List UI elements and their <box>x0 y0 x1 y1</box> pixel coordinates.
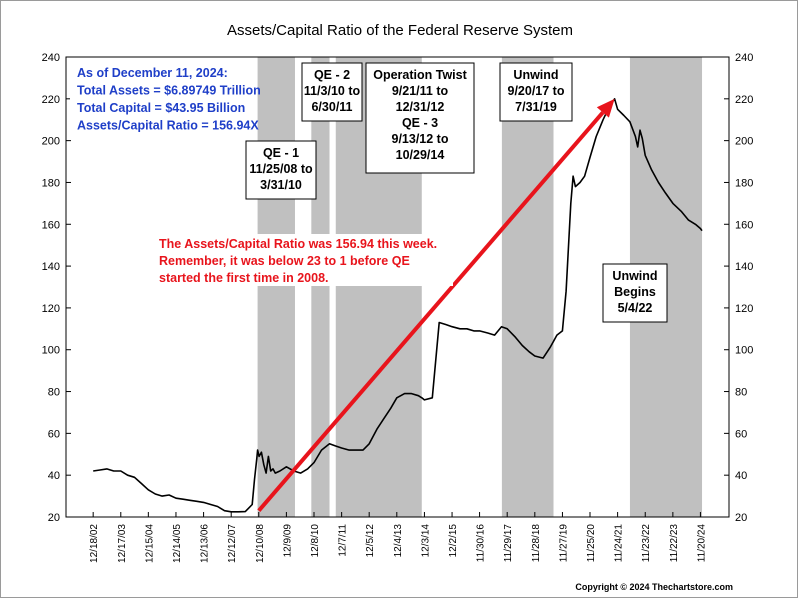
y-tick-label-left: 100 <box>42 345 60 357</box>
twist-note-line: Operation Twist <box>373 68 467 82</box>
info-line: Assets/Capital Ratio = 156.94X <box>77 119 259 133</box>
twist-note-line: 9/21/11 to <box>392 84 449 98</box>
y-tick-label-right: 120 <box>735 303 753 315</box>
y-tick-label-left: 240 <box>42 52 60 64</box>
x-tick-label: 12/10/08 <box>255 524 266 563</box>
copyright-notice: Copyright © 2024 Thechartstore.com <box>575 582 733 592</box>
info-line: As of December 11, 2024: <box>77 66 228 80</box>
info-line: Total Capital = $43.95 Billion <box>77 101 245 115</box>
trend-arrow <box>257 98 615 513</box>
unwind-note-box <box>499 62 573 122</box>
twist-note-box <box>365 62 475 174</box>
x-tick-label: 12/8/10 <box>310 524 321 558</box>
unwind-begins-note-box <box>602 263 668 323</box>
x-tick-label: 12/14/05 <box>172 524 183 563</box>
x-tick-label: 11/29/17 <box>503 524 514 563</box>
x-tick-label: 11/27/19 <box>558 524 569 563</box>
y-tick-label-left: 160 <box>42 219 60 231</box>
unwind-begins-note-line: Begins <box>614 285 656 299</box>
unwind-note-line: Unwind <box>513 68 558 82</box>
x-tick-label: 12/7/11 <box>338 524 349 557</box>
qe2-note-line: QE - 2 <box>314 68 350 82</box>
x-tick-label: 11/23/22 <box>641 524 652 563</box>
plot-area <box>65 56 730 518</box>
x-tick-label: 11/30/16 <box>476 524 487 563</box>
y-tick-label-right: 200 <box>735 136 753 148</box>
qe1-note-line: 11/25/08 to <box>249 162 313 176</box>
y-tick-label-right: 40 <box>735 470 747 482</box>
x-tick-label: 12/18/02 <box>89 524 100 563</box>
y-tick-label-left: 40 <box>48 470 60 482</box>
twist-note-line: 9/13/12 to <box>392 132 449 146</box>
qe1-note-line: QE - 1 <box>263 146 299 160</box>
y-tick-label-right: 180 <box>735 177 753 189</box>
qe1-note-box <box>245 140 317 200</box>
y-tick-label-left: 180 <box>42 177 60 189</box>
y-axis-left: 20 40 60 80 100 120 140 160 180 200 220 240 <box>42 52 71 524</box>
info-panel <box>70 61 247 133</box>
x-tick-label: 11/22/23 <box>669 524 680 563</box>
y-axis-right: 20 40 60 80 100 120 140 160 180 200 220 240 <box>724 52 753 524</box>
qe2-note-box <box>301 62 363 122</box>
x-axis: 12/18/02 12/17/03 12/15/04 12/14/05 12/13/06… <box>89 512 707 563</box>
unwind-note-line: 9/20/17 to <box>508 84 565 98</box>
y-tick-label-left: 200 <box>42 136 60 148</box>
shaded-period-3 <box>501 57 554 517</box>
callout-line: started the first time in 2008. <box>159 271 329 285</box>
y-tick-label-left: 80 <box>48 387 60 399</box>
qe2-note-line: 6/30/11 <box>311 100 352 114</box>
y-tick-label-right: 100 <box>735 345 753 357</box>
shaded-period-0 <box>257 57 295 517</box>
twist-note-line: 10/29/14 <box>396 148 445 162</box>
y-tick-label-left: 220 <box>42 94 60 106</box>
y-tick-label-left: 120 <box>42 303 60 315</box>
x-tick-label: 12/15/04 <box>144 524 155 563</box>
trend-arrow-head <box>596 98 615 118</box>
info-line: Total Assets = $6.89749 Trillion <box>77 84 261 98</box>
x-tick-label: 11/28/18 <box>531 524 542 563</box>
y-tick-label-right: 220 <box>735 94 753 106</box>
callout-line: The Assets/Capital Ratio was 156.94 this… <box>159 237 437 251</box>
x-tick-label: 12/17/03 <box>117 524 128 563</box>
unwind-begins-note-line: Unwind <box>612 269 657 283</box>
twist-note-line: QE - 3 <box>402 116 438 130</box>
y-tick-label-right: 60 <box>735 428 747 440</box>
x-tick-label: 12/9/09 <box>282 524 293 558</box>
qe2-note-line: 11/3/10 to <box>304 84 361 98</box>
x-tick-label: 12/3/14 <box>420 524 431 558</box>
x-tick-label: 12/4/13 <box>393 524 404 558</box>
x-tick-label: 11/20/24 <box>696 524 707 563</box>
y-tick-label-left: 20 <box>48 512 60 524</box>
x-tick-label: 12/2/15 <box>448 524 459 558</box>
unwind-note-line: 7/31/19 <box>515 100 557 114</box>
qe1-note-line: 3/31/10 <box>260 178 302 192</box>
y-tick-label-right: 20 <box>735 512 747 524</box>
y-tick-label-right: 80 <box>735 387 747 399</box>
x-tick-label: 11/25/20 <box>586 524 597 563</box>
x-tick-label: 12/13/06 <box>200 524 211 563</box>
chart-title: Assets/Capital Ratio of the Federal Rese… <box>227 22 573 39</box>
x-tick-label: 12/5/12 <box>365 524 376 558</box>
callout-panel <box>153 234 453 286</box>
x-tick-label: 11/24/21 <box>614 524 625 563</box>
annotations: As of December 11, 2024: Total Assets = $… <box>70 61 668 323</box>
y-tick-label-right: 160 <box>735 219 753 231</box>
trend-arrow-shaft <box>257 111 605 513</box>
y-tick-label-left: 60 <box>48 428 60 440</box>
y-tick-label-right: 140 <box>735 261 753 273</box>
x-tick-label: 12/12/07 <box>227 524 238 563</box>
callout-line: Remember, it was below 23 to 1 before QE <box>159 254 410 268</box>
twist-note-line: 12/31/12 <box>396 100 445 114</box>
unwind-begins-note-line: 5/4/22 <box>618 301 653 315</box>
y-tick-label-left: 140 <box>42 261 60 273</box>
y-tick-label-right: 240 <box>735 52 753 64</box>
